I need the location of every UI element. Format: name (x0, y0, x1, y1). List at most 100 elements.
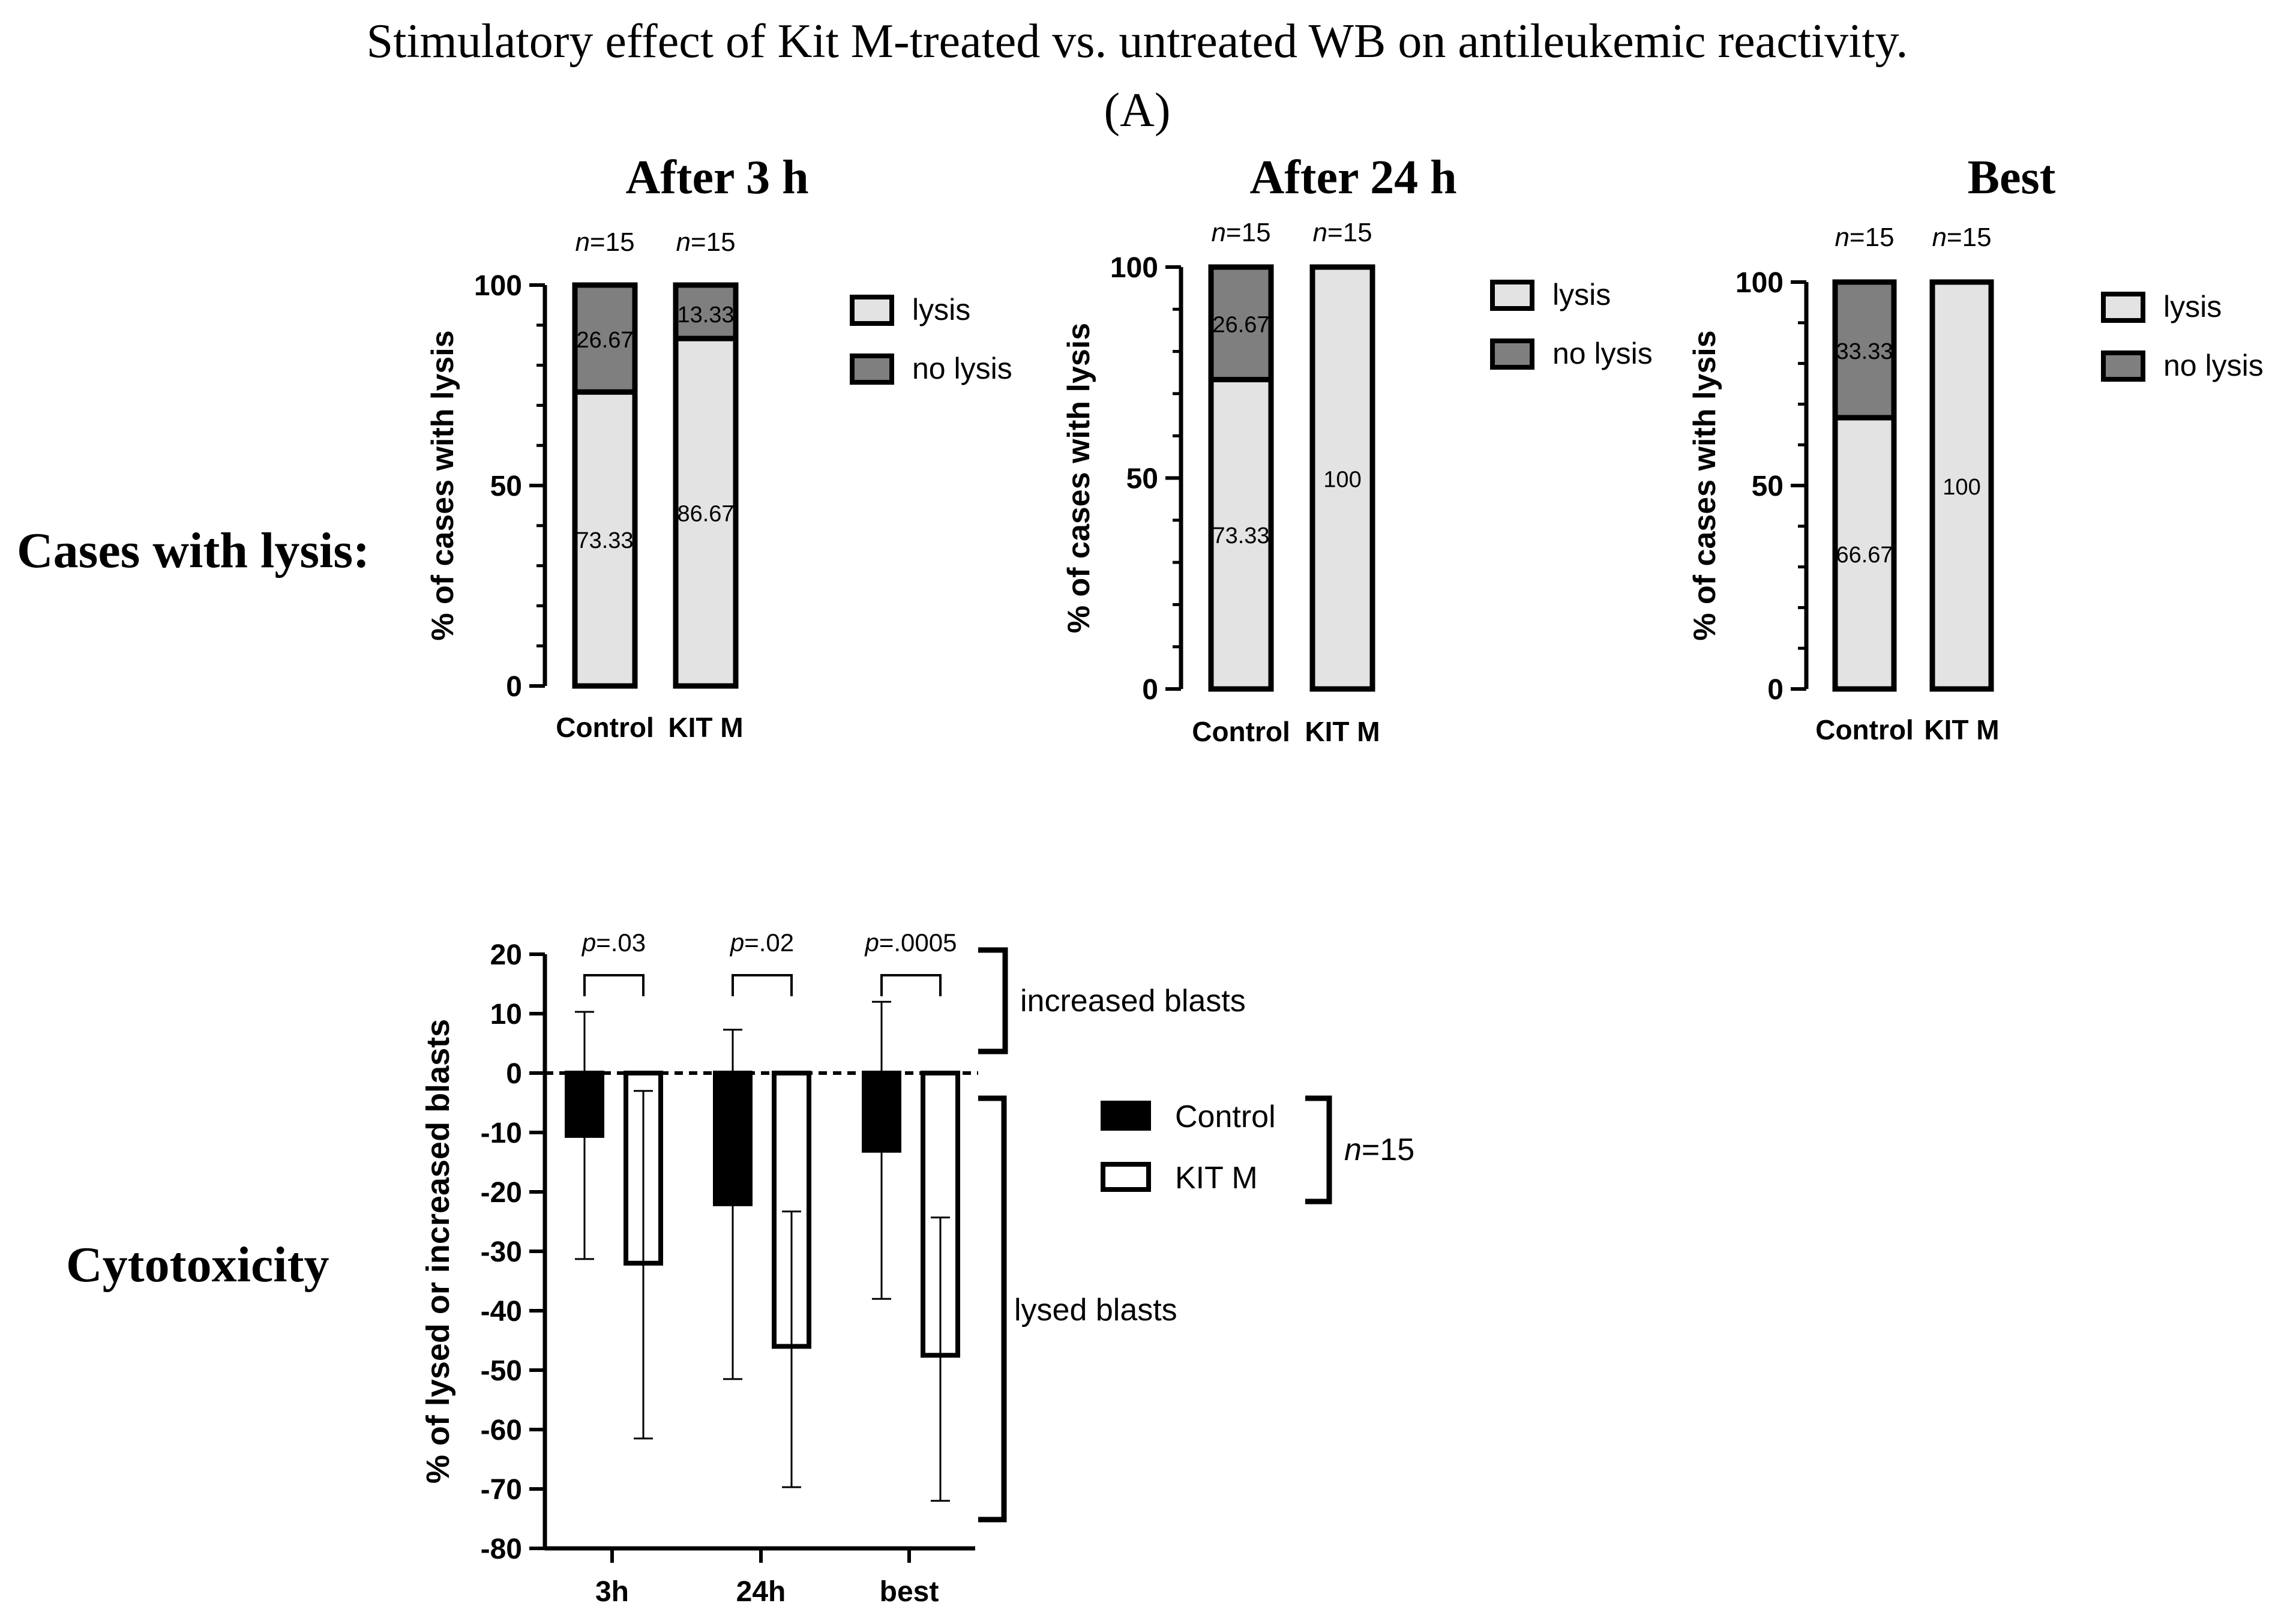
chart-title: After 24 h (1249, 151, 1456, 204)
y-tick-label: 50 (1752, 471, 1784, 502)
bracket-n (1305, 1095, 1332, 1204)
p-value-label: p=.03 (581, 928, 646, 957)
y-tick-label: -60 (481, 1415, 522, 1446)
p-value: =.03 (596, 928, 646, 957)
n-label-italic: n (575, 227, 589, 257)
x-tick-label: best (880, 1576, 939, 1608)
y-tick-label: 100 (1110, 252, 1158, 284)
bar-value-label: 66.67 (1836, 543, 1893, 568)
n-label: n=15 (575, 227, 634, 257)
x-tick-label: KIT M (1924, 714, 1999, 745)
stacked-chart-3: Best 0 50 100 % of cases with lysis 66.67 33.3… (1687, 151, 2264, 745)
y-tick-label: 0 (506, 671, 522, 703)
y-axis-label: % of cases with lysis (425, 330, 460, 640)
legend-label: lysis (1552, 278, 1611, 311)
bar-segment-no-lysis (572, 282, 638, 395)
bar-segment-no-lysis (1208, 264, 1274, 382)
n-label: n=15 (1312, 218, 1372, 247)
n-label-value: =15 (590, 227, 635, 257)
x-tick-label: 24h (736, 1576, 786, 1608)
n-label-value: =15 (1327, 218, 1372, 247)
p-value-bracket (732, 974, 793, 996)
y-tick-label: -80 (481, 1533, 522, 1565)
n-label-value: =15 (1947, 223, 1992, 252)
annotation-lysed: lysed blasts (1014, 1293, 1177, 1328)
n-label: n=15 (676, 227, 735, 257)
y-tick-label: -30 (481, 1236, 522, 1268)
bar-value-label: 26.67 (1212, 313, 1269, 338)
legend-label: KIT M (1175, 1161, 1258, 1195)
n-label-value: =15 (1226, 218, 1271, 247)
bar-value-label: 86.67 (677, 502, 734, 527)
bar-value-label: 100 (1323, 468, 1361, 493)
x-tick-label: 3h (595, 1576, 629, 1608)
x-tick-label: Control (1192, 716, 1290, 747)
p-value-bracket (880, 974, 942, 996)
n-label: n=15 (1211, 218, 1270, 247)
p-value: =.0005 (879, 928, 957, 957)
p-italic: p (864, 928, 879, 957)
y-tick-label: -20 (481, 1177, 522, 1209)
legend-label: no lysis (2163, 349, 2264, 382)
n-label-italic: n (1932, 223, 1946, 252)
x-tick-label: Control (1815, 714, 1914, 745)
y-tick-label: -70 (481, 1474, 522, 1506)
bar-value-label: 33.33 (1836, 339, 1893, 364)
n-value: =15 (1362, 1132, 1414, 1167)
x-tick-label: Control (556, 712, 654, 743)
figure-title: Stimulatory effect of Kit M-treated vs. … (367, 15, 1908, 68)
y-tick-label: -40 (481, 1296, 522, 1328)
y-tick-label: 0 (506, 1058, 522, 1090)
y-tick-label: 0 (1142, 674, 1158, 706)
y-tick-label: 100 (474, 270, 522, 302)
n-group-label: n=15 (1344, 1132, 1414, 1167)
y-axis-label: % of lysed or increased blasts (420, 1019, 456, 1484)
legend-swatch (850, 295, 894, 326)
n-label-value: =15 (691, 227, 736, 257)
bracket-increased (978, 947, 1008, 1054)
legend-label: no lysis (912, 352, 1012, 385)
y-tick-label: -10 (481, 1117, 522, 1149)
y-tick-label: -50 (481, 1355, 522, 1387)
bar-segment-no-lysis (673, 282, 739, 341)
bar-segment-lysis (572, 389, 638, 689)
legend-swatch (850, 353, 894, 385)
n-label-value: =15 (1850, 223, 1895, 252)
row-label-cases: Cases with lysis: (17, 523, 370, 579)
panel-label: (A) (1104, 84, 1170, 137)
p-value-label: p=.0005 (864, 928, 957, 957)
n-italic: n (1344, 1132, 1362, 1167)
legend-label: lysis (912, 293, 970, 326)
y-tick-label: 10 (490, 999, 522, 1030)
n-label: n=15 (1932, 223, 1991, 252)
legend-swatch (2101, 292, 2145, 323)
chart-title: Best (1968, 151, 2056, 204)
n-label-italic: n (1312, 218, 1327, 247)
bar-value-label: 26.67 (576, 328, 633, 353)
y-tick-label: 0 (1767, 674, 1784, 706)
legend-label: lysis (2163, 290, 2222, 323)
y-axis-label: % of cases with lysis (1687, 330, 1722, 640)
y-tick-label: 50 (1126, 463, 1158, 495)
p-value: =.02 (744, 928, 794, 957)
n-label-italic: n (1211, 218, 1225, 247)
legend-swatch (1101, 1101, 1151, 1131)
bar-value-label: 73.33 (576, 528, 633, 553)
bar-value-label: 73.33 (1212, 523, 1269, 549)
y-tick-label: 50 (490, 471, 522, 502)
bracket-lysed (978, 1095, 1007, 1523)
bar-segment-lysis (1309, 264, 1375, 692)
n-label-italic: n (1835, 223, 1849, 252)
stacked-chart-1: After 3 h 0 50 100 % of cases with lysis 73.3… (425, 151, 1012, 743)
n-label-italic: n (676, 227, 690, 257)
cytotoxicity-chart: 20 10 0 -10 -20 -30 -40 -50 -60 -70 -80 % of lysed … (420, 928, 1414, 1608)
p-value-bracket (583, 974, 645, 996)
stacked-chart-2: After 24 h 0 50 100 % of cases with lysis 73.… (1062, 151, 1653, 747)
x-tick-label: KIT M (668, 712, 743, 743)
legend-label: no lysis (1552, 337, 1653, 370)
bar-segment-no-lysis (1832, 279, 1897, 421)
y-axis-label: % of cases with lysis (1062, 323, 1096, 633)
bar-value-label: 13.33 (677, 302, 734, 328)
